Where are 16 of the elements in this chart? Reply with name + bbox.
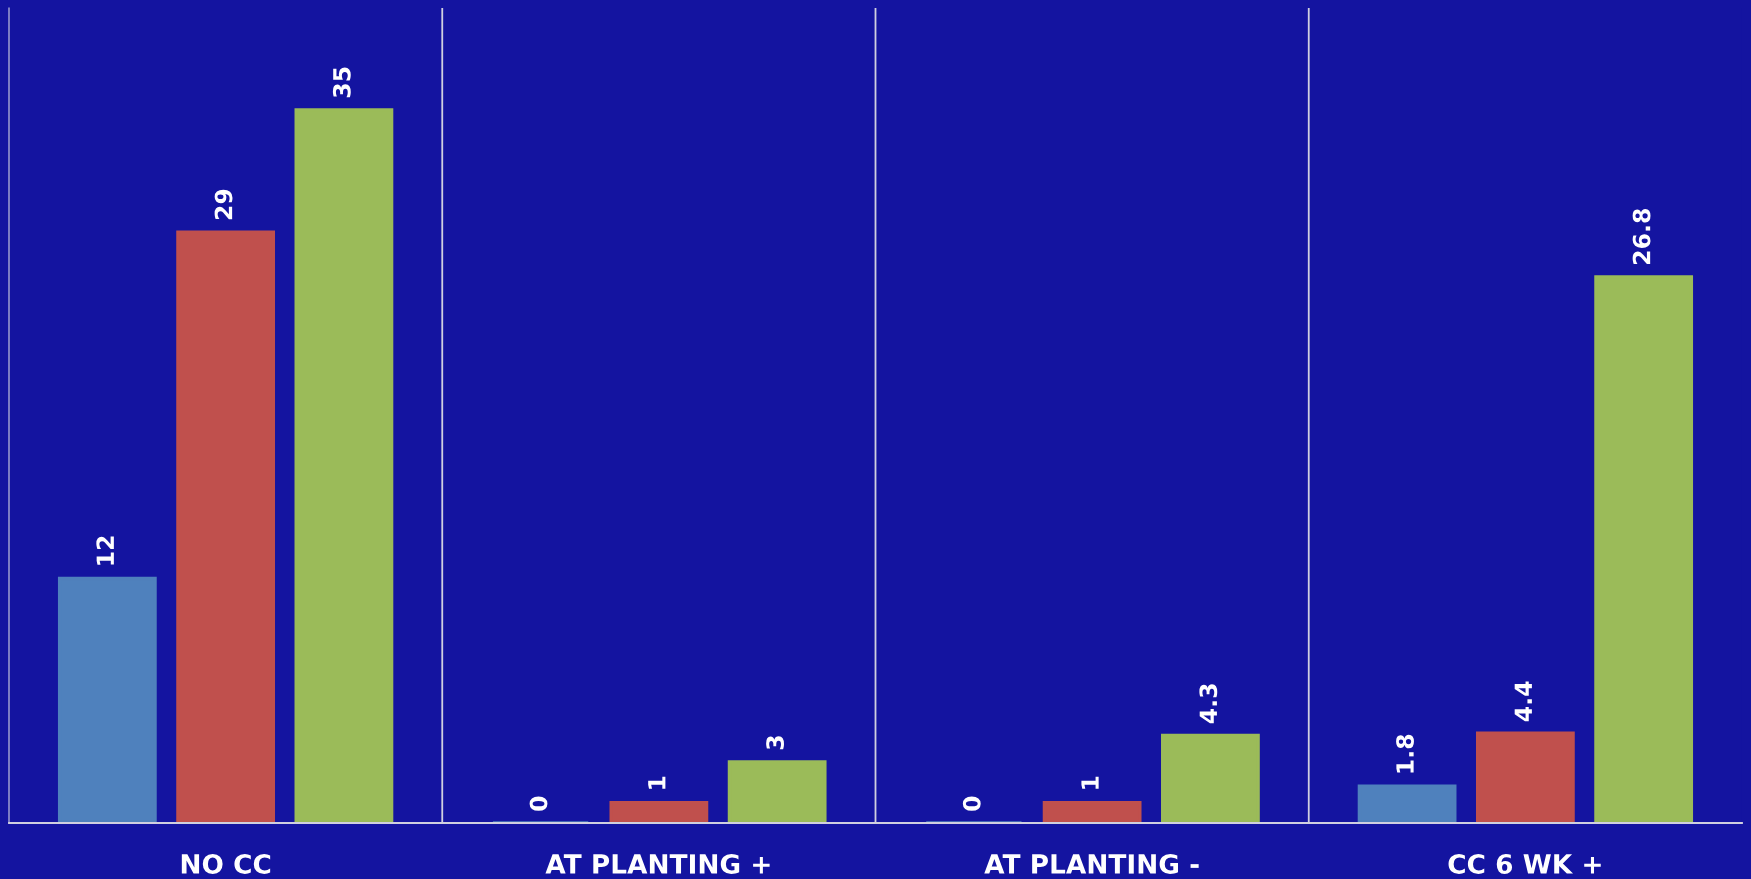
- data-label: 4.3: [1199, 684, 1218, 724]
- data-label: 1: [1081, 776, 1099, 789]
- x-tick-label: CC 6 WK +: [1448, 854, 1601, 874]
- data-label: 1.8: [1396, 734, 1414, 773]
- data-label: 35: [332, 67, 351, 98]
- data-label: 12: [96, 536, 114, 565]
- x-tick-label: NO CC: [181, 854, 271, 874]
- data-label: 0: [529, 796, 548, 811]
- data-label: 0: [962, 796, 981, 811]
- data-label: 4.4: [1514, 681, 1532, 722]
- data-label: 3: [766, 736, 784, 750]
- x-tick-label: AT PLANTING -: [984, 854, 1199, 874]
- data-label: 29: [214, 189, 233, 220]
- data-label: 26.8: [1632, 209, 1651, 264]
- x-tick-label: AT PLANTING +: [545, 854, 770, 874]
- data-label: 1: [648, 776, 666, 789]
